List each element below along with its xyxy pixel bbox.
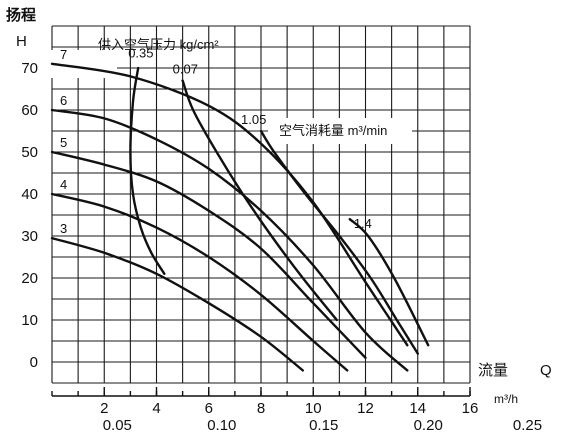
- air-curve-0.35: [129, 66, 166, 275]
- y-tick-label: 70: [21, 60, 38, 77]
- y-axis-title: 扬程: [6, 6, 36, 24]
- air-curve-label: 0.07: [173, 62, 198, 77]
- pressure-curve-label: 4: [60, 177, 67, 192]
- pressure-curve-label: 7: [60, 47, 67, 62]
- x-axis-unit: m³/h: [494, 392, 518, 406]
- x-tick-label: 14: [409, 400, 426, 417]
- pressure-curve-5: [50, 150, 367, 359]
- y-tick-label: 20: [21, 270, 38, 287]
- y-tick-label: 50: [21, 144, 38, 161]
- axes: 2 4 6 8 10 12 14 16 0.05 0.10 0.15 0.20 0.25 0 10 20 30 4…: [21, 60, 542, 434]
- labels: 扬程 H 流量 Q m³/h 供入空气压力 kg/cm² 空气消耗量 m³/mi…: [6, 6, 552, 406]
- y-tick-label: 0: [30, 354, 38, 371]
- y-axis-symbol: H: [16, 33, 27, 50]
- air-curve-0.07: [181, 79, 338, 322]
- x-tick-label: 12: [357, 400, 374, 417]
- air-curve-1.4: [348, 218, 430, 347]
- pressure-curve-6: [50, 108, 409, 372]
- y-tick-label: 10: [21, 312, 38, 329]
- x2-tick-label: 0.05: [103, 417, 132, 434]
- x-axis-title: 流量: [478, 362, 508, 379]
- pressure-curve-7: [50, 62, 409, 347]
- pressure-curve-label: 3: [60, 221, 67, 236]
- x-tick-label: 4: [152, 400, 160, 417]
- x-tick-label: 2: [100, 400, 108, 417]
- air-curve-label: 1.05: [241, 112, 266, 127]
- x2-tick-label: 0.15: [309, 417, 338, 434]
- x2-tick-label: 0.25: [513, 417, 542, 434]
- grid: [51, 25, 471, 384]
- x-tick-label: 10: [305, 400, 322, 417]
- pressure-legend-title: 供入空气压力 kg/cm²: [98, 37, 219, 52]
- x-tick-label: 8: [257, 400, 265, 417]
- air-label-backing: [268, 118, 412, 144]
- y-tick-label: 30: [21, 228, 38, 245]
- air-curve-label: 1.4: [354, 216, 372, 231]
- y-tick-label: 40: [21, 186, 38, 203]
- pressure-curve-3: [50, 236, 304, 372]
- pressure-curve-label: 5: [60, 135, 67, 150]
- air-consumption-title: 空气消耗量 m³/min: [279, 123, 387, 138]
- x-tick-label: 16: [462, 400, 479, 417]
- x2-tick-label: 0.20: [414, 417, 443, 434]
- air-curve-1.05: [259, 129, 419, 355]
- x2-tick-label: 0.10: [207, 417, 236, 434]
- pressure-curve-4: [50, 192, 349, 372]
- air-curve-label: 0.35: [128, 46, 153, 61]
- pressure-curve-label: 6: [60, 93, 67, 108]
- curves: [50, 62, 430, 372]
- x-tick-label: 6: [205, 400, 213, 417]
- y-tick-label: 60: [21, 102, 38, 119]
- x-axis-symbol: Q: [540, 362, 552, 379]
